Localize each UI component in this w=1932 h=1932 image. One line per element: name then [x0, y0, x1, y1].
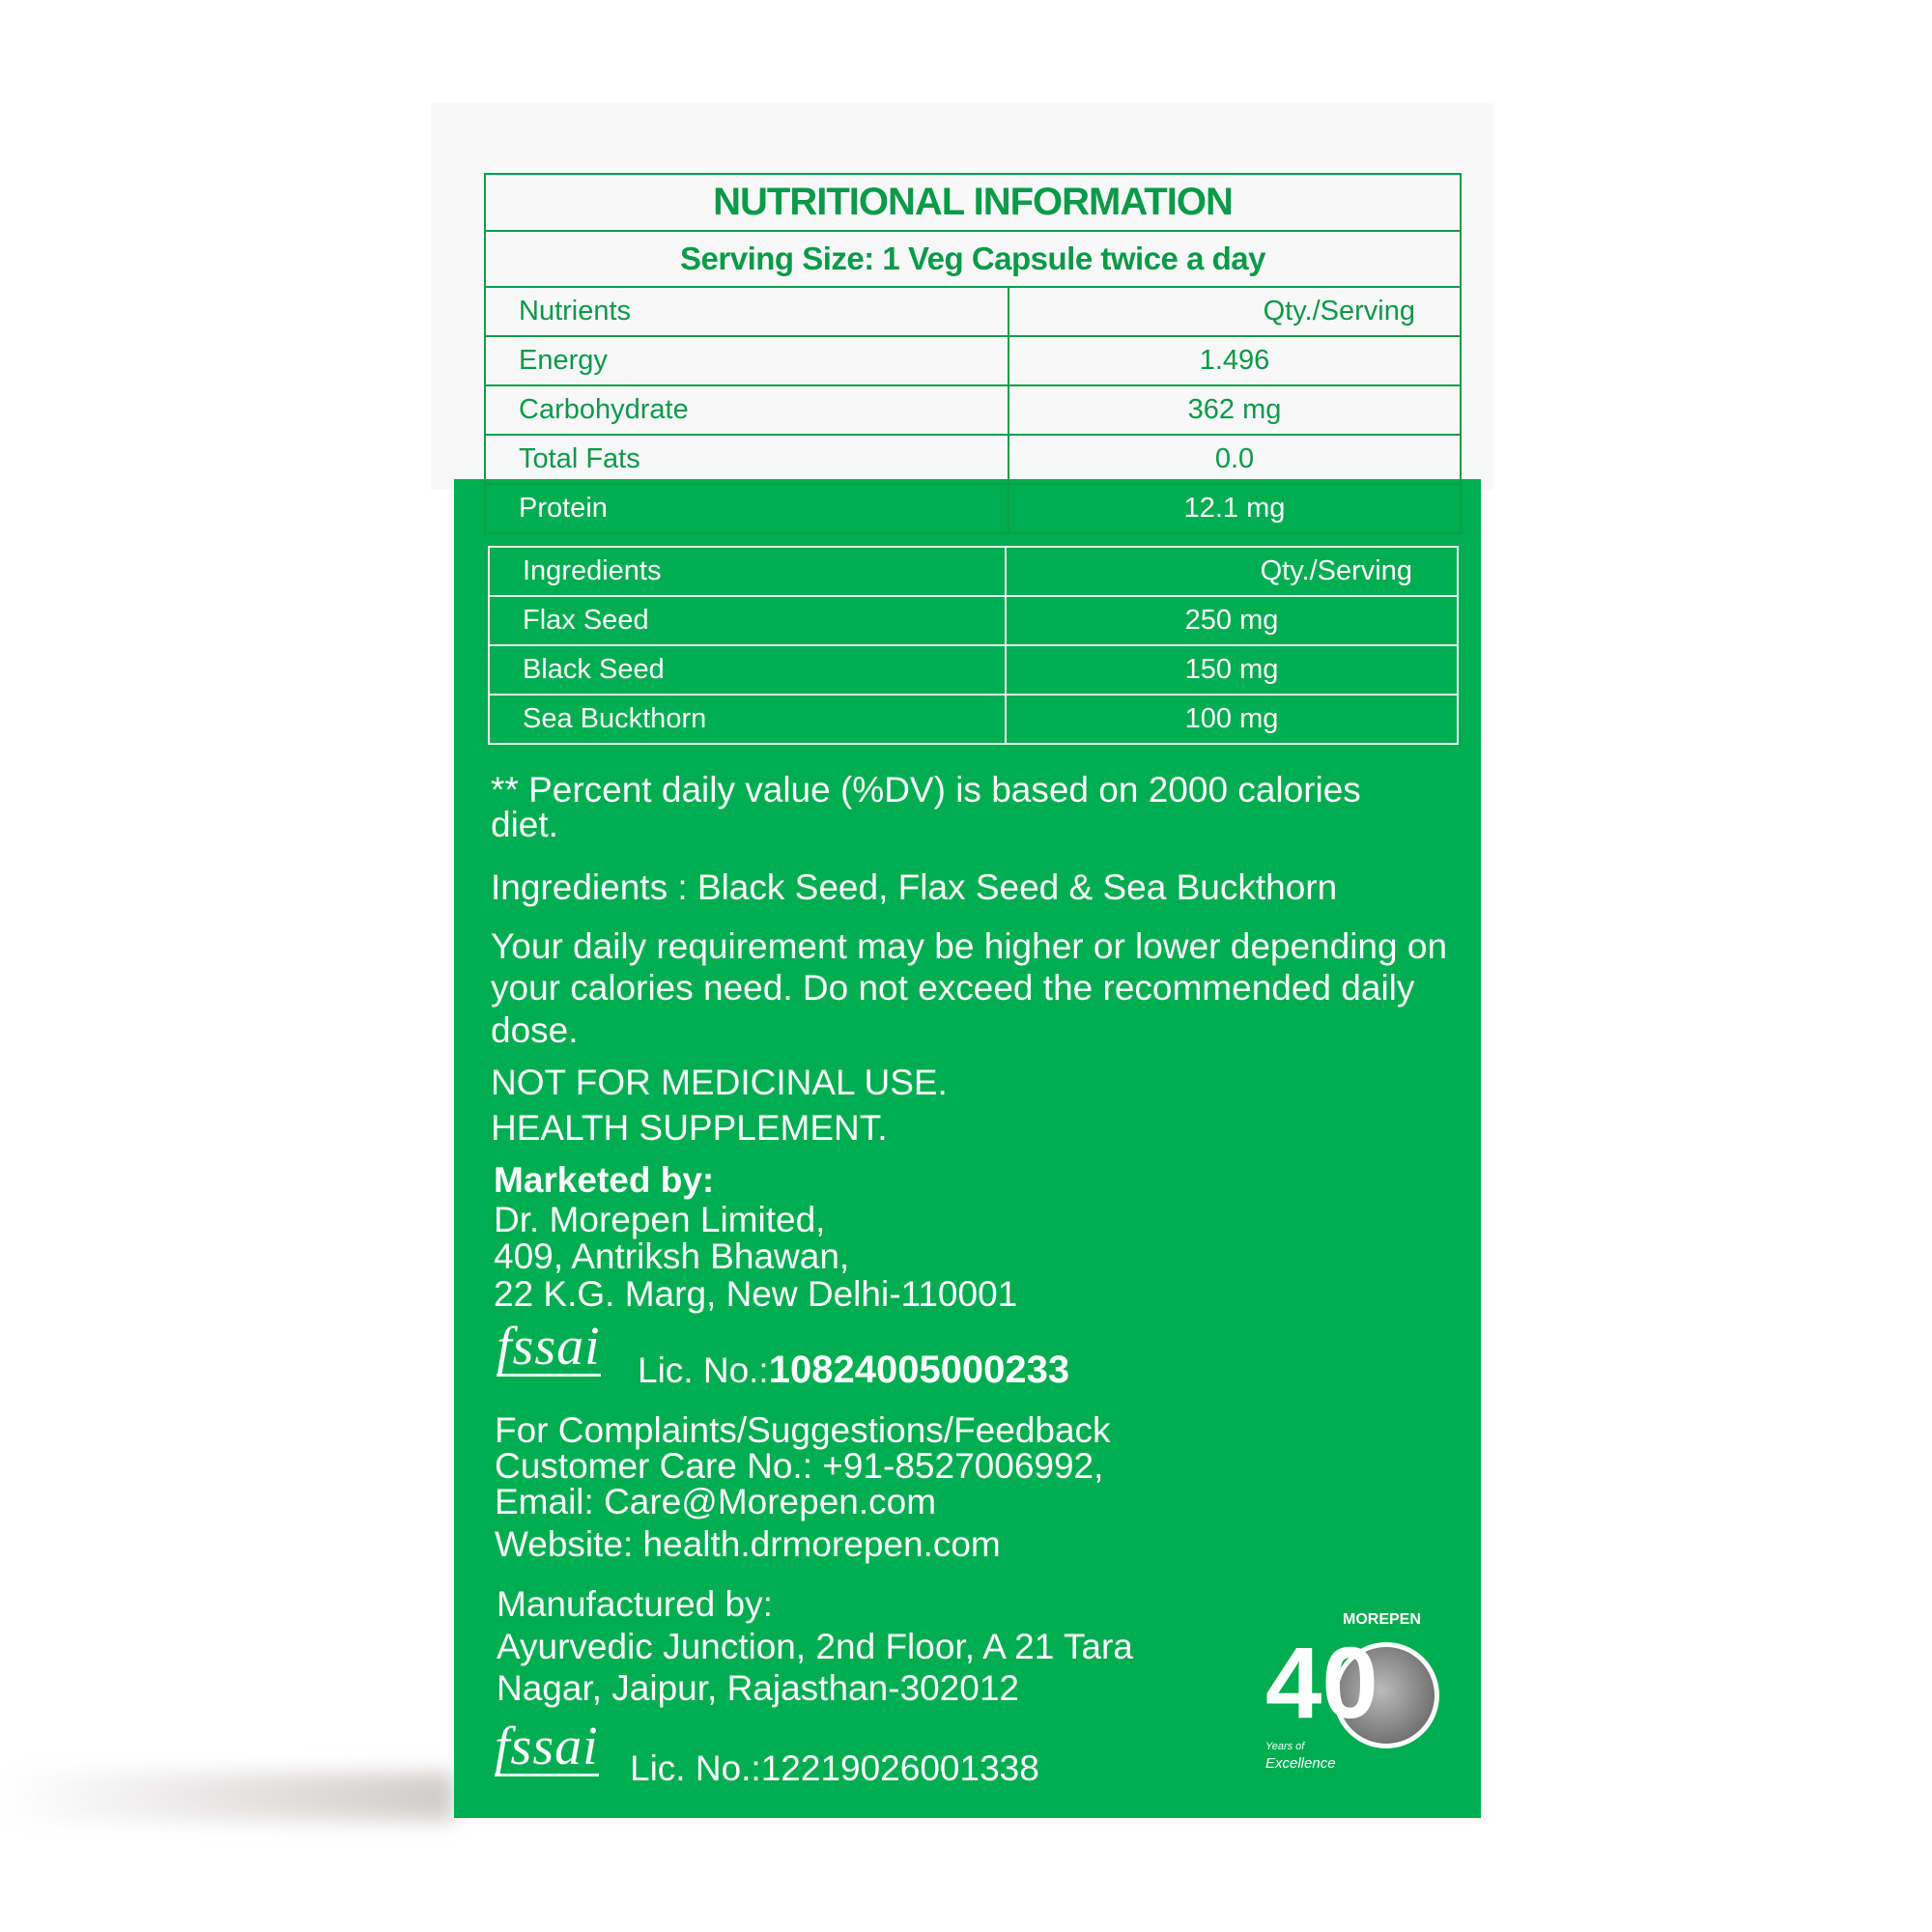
- table-header: Nutrients Qty./Serving: [484, 286, 1462, 337]
- complaints-line: For Complaints/Suggestions/Feedback: [495, 1410, 1111, 1450]
- ingredient-name: Black Seed: [488, 644, 1007, 696]
- header-cell: Qty./Serving: [1005, 546, 1459, 597]
- table-row: Sea Buckthorn 100 mg: [488, 694, 1459, 745]
- nutrient-name: Carbohydrate: [484, 384, 1009, 436]
- manufacturer-address: Ayurvedic Junction, 2nd Floor, A 21 Tara…: [497, 1626, 1133, 1710]
- ingredient-qty: 150 mg: [1005, 644, 1459, 696]
- ingredients-table: Ingredients Qty./Serving Flax Seed 250 mg …: [488, 546, 1459, 745]
- table-row: Energy 1.496: [484, 335, 1462, 386]
- lic-label: Lic. No.:: [638, 1350, 769, 1390]
- badge-tagline: Years of: [1265, 1741, 1305, 1752]
- table-row: Protein 12.1 mg: [484, 483, 1462, 534]
- address-line: 22 K.G. Marg, New Delhi-110001: [494, 1273, 1018, 1314]
- manufacturer-license: Lic. No.:12219026001338: [630, 1748, 1039, 1788]
- nutrient-qty: 1.496: [1008, 335, 1462, 386]
- marketed-by-label: Marketed by:: [494, 1160, 715, 1200]
- address-line: Ayurvedic Junction, 2nd Floor, A 21 Tara: [497, 1627, 1133, 1666]
- dv-note: ** Percent daily value (%DV) is based on…: [491, 770, 1361, 845]
- header-cell: Ingredients: [488, 546, 1007, 597]
- ingredient-name: Flax Seed: [488, 595, 1007, 646]
- badge-tagline: Excellence: [1265, 1755, 1336, 1772]
- table-row: Flax Seed 250 mg: [488, 595, 1459, 646]
- photo-circle: [1333, 1642, 1439, 1748]
- nutrient-name: Total Fats: [484, 434, 1009, 485]
- email-line: Email: Care@Morepen.com: [495, 1482, 937, 1521]
- ingredient-qty: 250 mg: [1005, 595, 1459, 646]
- marketer-license: Lic. No.:10824005000233: [638, 1348, 1069, 1392]
- nutrient-name: Energy: [484, 335, 1009, 386]
- badge-number: 40: [1265, 1627, 1378, 1740]
- fssai-logo: fssai: [495, 1717, 599, 1776]
- marketer-address: Dr. Morepen Limited, 409, Antriksh Bhawa…: [494, 1200, 1018, 1314]
- nutrient-qty: 362 mg: [1008, 384, 1462, 436]
- table-header: Ingredients Qty./Serving: [488, 546, 1459, 597]
- header-cell: Qty./Serving: [1008, 286, 1462, 337]
- fssai-logo: fssai: [497, 1317, 601, 1377]
- header-cell: Nutrients: [484, 286, 1009, 337]
- manufactured-by-label: Manufactured by:: [497, 1584, 773, 1624]
- table-row: Black Seed 150 mg: [488, 644, 1459, 696]
- nutrient-name: Protein: [484, 483, 1009, 534]
- supplement: HEALTH SUPPLEMENT.: [491, 1108, 888, 1148]
- website-line: Website: health.drmorepen.com: [495, 1524, 1001, 1564]
- nutrition-table: NUTRITIONAL INFORMATION Serving Size: 1 …: [484, 173, 1462, 534]
- contact-block: For Complaints/Suggestions/Feedback Cust…: [495, 1412, 1111, 1520]
- ingredient-name: Sea Buckthorn: [488, 694, 1007, 745]
- requirement-note: Your daily requirement may be higher or …: [491, 926, 1448, 1050]
- badge-brand: MOREPEN: [1343, 1611, 1421, 1628]
- ingredients-note: Ingredients : Black Seed, Flax Seed & Se…: [491, 867, 1338, 907]
- nutrient-qty: 12.1 mg: [1008, 483, 1462, 534]
- customer-care-line: Customer Care No.: +91-8527006992,: [495, 1446, 1104, 1486]
- not-medicinal: NOT FOR MEDICINAL USE.: [491, 1063, 948, 1102]
- nutrient-qty: 0.0: [1008, 434, 1462, 485]
- lic-number: 10824005000233: [768, 1349, 1070, 1391]
- shadow: [0, 1773, 454, 1821]
- address-line: Nagar, Jaipur, Rajasthan-302012: [497, 1668, 1019, 1709]
- ingredient-qty: 100 mg: [1005, 694, 1459, 745]
- table-title: NUTRITIONAL INFORMATION: [484, 173, 1462, 232]
- table-row: Carbohydrate 362 mg: [484, 384, 1462, 436]
- address-line: Dr. Morepen Limited,: [494, 1200, 826, 1239]
- table-row: Total Fats 0.0: [484, 434, 1462, 485]
- serving-size: Serving Size: 1 Veg Capsule twice a day: [484, 230, 1462, 288]
- morepen-40-years-logo: MOREPEN 40 Years of Excellence: [1265, 1611, 1459, 1780]
- address-line: 409, Antriksh Bhawan,: [494, 1236, 850, 1277]
